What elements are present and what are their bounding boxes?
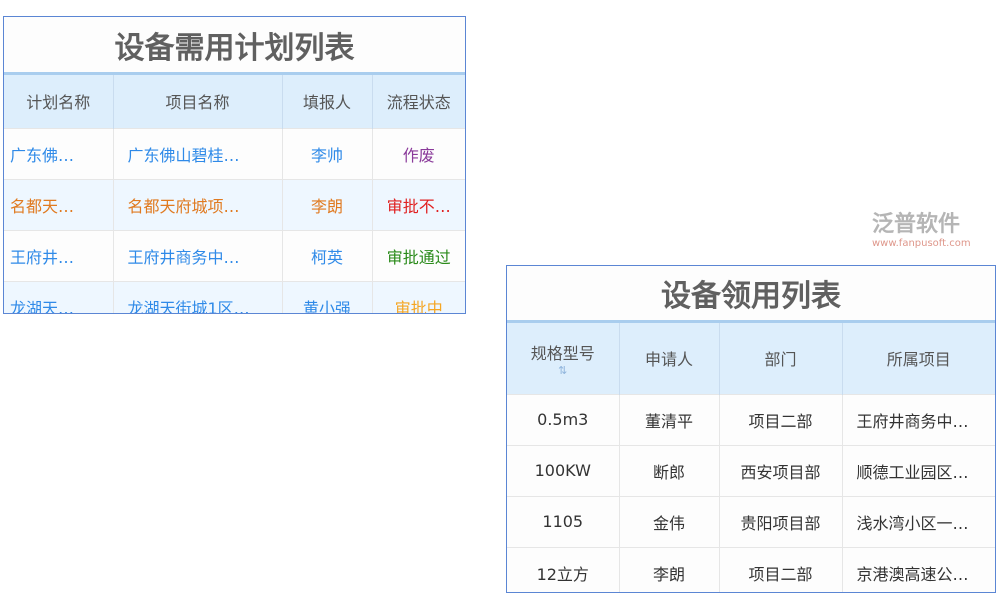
status-cell: 作废 — [372, 127, 465, 179]
col-header-applicant[interactable]: 申请人 — [619, 323, 720, 394]
col-header-project[interactable]: 所属项目 — [842, 323, 995, 394]
header-label: 规格型号 — [530, 343, 595, 363]
status-cell: 审批通过 — [372, 229, 465, 281]
plan-name-cell[interactable]: 名都天… — [4, 178, 114, 230]
reporter-cell: 李朗 — [282, 178, 373, 230]
watermark-logo: 泛普软件 www.fanpusoft.com — [872, 212, 971, 250]
col-header-status[interactable]: 流程状态 — [372, 75, 465, 128]
usage-table: 规格型号 ⇅ 申请人 部门 所属项目 0.5m3 董清平 项目二部 王府井商务中…… — [507, 323, 995, 592]
plan-name-cell[interactable]: 广东佛… — [4, 127, 114, 179]
col-header-department[interactable]: 部门 — [719, 323, 843, 394]
plan-table: 计划名称 项目名称 填报人 流程状态 广东佛… 广东佛山碧桂… 李帅 作废 名都天… — [4, 75, 465, 313]
watermark-url: www.fanpusoft.com — [872, 238, 971, 249]
col-header-plan-name[interactable]: 计划名称 — [4, 75, 114, 128]
project-name-cell[interactable]: 龙湖天街城1区… — [113, 280, 283, 313]
project-name-cell[interactable]: 名都天府城项… — [113, 178, 283, 230]
spec-cell: 1105 — [507, 495, 620, 547]
table-row[interactable]: 12立方 李朗 项目二部 京港澳高速公… — [507, 546, 995, 592]
table-row[interactable]: 名都天… 名都天府城项… 李朗 审批不… — [4, 178, 465, 230]
table-row[interactable]: 龙湖天… 龙湖天街城1区… 黄小强 审批中 — [4, 280, 465, 313]
col-header-spec[interactable]: 规格型号 ⇅ — [507, 323, 620, 394]
equipment-usage-panel: 设备领用列表 规格型号 ⇅ 申请人 部门 所属项目 0.5m3 董清平 项目二部 … — [506, 265, 996, 593]
table-row[interactable]: 100KW 断郎 西安项目部 顺德工业园区… — [507, 444, 995, 496]
col-header-reporter[interactable]: 填报人 — [282, 75, 373, 128]
applicant-link[interactable]: 董清平 — [619, 393, 720, 445]
department-cell: 项目二部 — [719, 393, 843, 445]
spec-cell: 100KW — [507, 444, 620, 496]
project-cell: 顺德工业园区… — [842, 444, 995, 496]
spec-cell: 0.5m3 — [507, 393, 620, 445]
status-cell: 审批中 — [372, 280, 465, 313]
equipment-plan-panel: 设备需用计划列表 计划名称 项目名称 填报人 流程状态 广东佛… 广东佛山碧桂…… — [3, 16, 466, 314]
table-row[interactable]: 0.5m3 董清平 项目二部 王府井商务中… — [507, 393, 995, 445]
panel-title: 设备需用计划列表 — [4, 17, 465, 75]
reporter-cell: 柯英 — [282, 229, 373, 281]
applicant-link[interactable]: 断郎 — [619, 444, 720, 496]
applicant-link[interactable]: 金伟 — [619, 495, 720, 547]
project-cell: 王府井商务中… — [842, 393, 995, 445]
watermark-text: 泛普软件 — [872, 212, 961, 237]
col-header-project-name[interactable]: 项目名称 — [113, 75, 283, 128]
reporter-cell: 黄小强 — [282, 280, 373, 313]
department-cell: 项目二部 — [719, 546, 843, 592]
sort-icon[interactable]: ⇅ — [558, 363, 568, 377]
project-cell: 京港澳高速公… — [842, 546, 995, 592]
panel-title: 设备领用列表 — [507, 266, 995, 323]
project-name-cell[interactable]: 广东佛山碧桂… — [113, 127, 283, 179]
table-row[interactable]: 1105 金伟 贵阳项目部 浅水湾小区一… — [507, 495, 995, 547]
spec-cell: 12立方 — [507, 546, 620, 592]
status-cell: 审批不… — [372, 178, 465, 230]
project-name-cell[interactable]: 王府井商务中… — [113, 229, 283, 281]
department-cell: 贵阳项目部 — [719, 495, 843, 547]
table-row[interactable]: 王府井… 王府井商务中… 柯英 审批通过 — [4, 229, 465, 281]
plan-name-cell[interactable]: 王府井… — [4, 229, 114, 281]
project-cell: 浅水湾小区一… — [842, 495, 995, 547]
applicant-link[interactable]: 李朗 — [619, 546, 720, 592]
plan-name-cell[interactable]: 龙湖天… — [4, 280, 114, 313]
table-row[interactable]: 广东佛… 广东佛山碧桂… 李帅 作废 — [4, 127, 465, 179]
reporter-cell: 李帅 — [282, 127, 373, 179]
department-cell: 西安项目部 — [719, 444, 843, 496]
